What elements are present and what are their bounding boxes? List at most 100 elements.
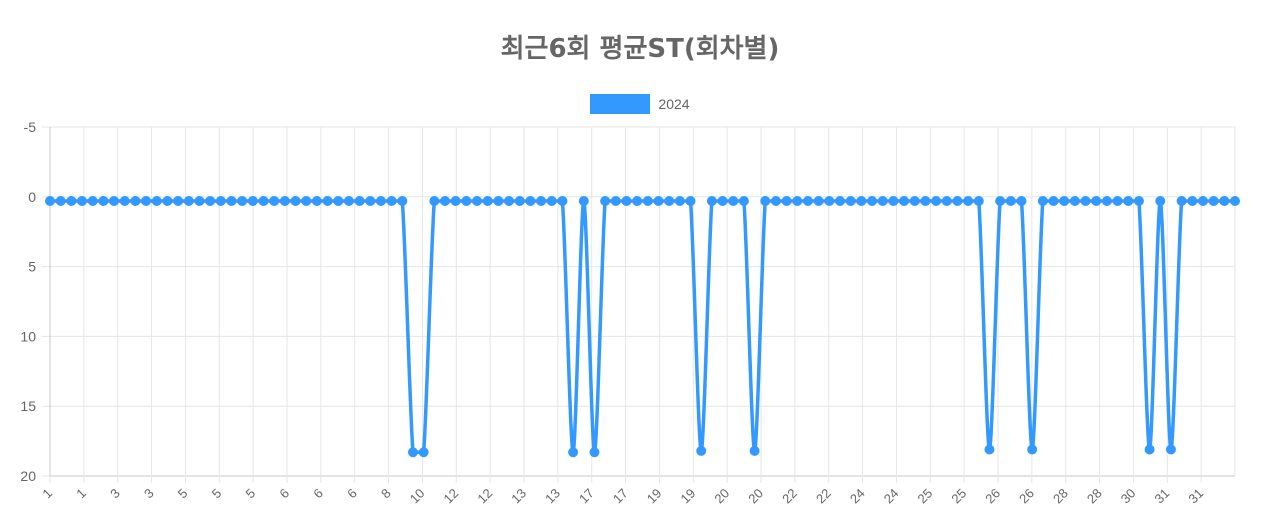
y-tick-label: -5 bbox=[24, 119, 37, 135]
data-point bbox=[365, 195, 376, 206]
data-point bbox=[322, 195, 333, 206]
data-point bbox=[835, 195, 845, 206]
x-tick-label: 6 bbox=[276, 486, 292, 502]
data-point bbox=[1016, 195, 1027, 206]
x-tick-label: 5 bbox=[243, 486, 259, 502]
y-tick-label: 5 bbox=[28, 259, 36, 275]
legend: 2024 bbox=[0, 94, 1280, 114]
data-point bbox=[215, 195, 226, 206]
data-point bbox=[738, 195, 749, 206]
data-point bbox=[194, 195, 205, 206]
x-tick-label: 17 bbox=[610, 486, 631, 507]
legend-swatch-2024[interactable] bbox=[590, 94, 651, 114]
data-point bbox=[1187, 195, 1198, 206]
data-point bbox=[568, 447, 579, 458]
data-point bbox=[1123, 195, 1134, 206]
x-tick-label: 28 bbox=[1084, 486, 1105, 507]
data-point bbox=[1080, 195, 1091, 206]
data-point bbox=[1155, 195, 1166, 206]
x-tick-label: 24 bbox=[881, 486, 902, 507]
x-tick-label: 1 bbox=[73, 486, 89, 502]
data-point bbox=[1165, 444, 1176, 455]
data-point bbox=[1048, 195, 1059, 206]
data-point bbox=[173, 195, 184, 206]
data-point bbox=[183, 195, 194, 206]
data-point bbox=[1101, 195, 1112, 206]
data-point bbox=[162, 195, 173, 206]
data-point bbox=[845, 195, 856, 206]
data-point bbox=[98, 195, 109, 206]
data-point bbox=[429, 195, 440, 206]
data-point bbox=[407, 447, 418, 458]
data-point bbox=[632, 195, 643, 206]
data-point bbox=[664, 195, 675, 206]
data-point bbox=[706, 195, 717, 206]
data-point bbox=[674, 195, 685, 206]
data-point bbox=[1037, 195, 1048, 206]
data-point bbox=[973, 195, 984, 206]
data-point bbox=[931, 195, 942, 206]
data-point bbox=[781, 195, 792, 206]
data-point bbox=[867, 195, 878, 206]
x-tick-label: 8 bbox=[378, 486, 394, 502]
data-point bbox=[226, 195, 237, 206]
data-point bbox=[536, 195, 547, 206]
data-point bbox=[450, 195, 461, 206]
data-point bbox=[1208, 195, 1219, 206]
data-point bbox=[45, 195, 55, 206]
data-point bbox=[472, 195, 483, 206]
data-point bbox=[941, 195, 952, 206]
data-point bbox=[717, 195, 728, 206]
data-point bbox=[802, 195, 813, 206]
x-tick-label: 3 bbox=[141, 486, 157, 502]
data-point bbox=[770, 195, 781, 206]
x-tick-label: 31 bbox=[1185, 486, 1206, 507]
data-point bbox=[130, 195, 141, 206]
data-point bbox=[856, 195, 867, 206]
data-point bbox=[514, 195, 525, 206]
x-tick-label: 24 bbox=[847, 486, 868, 507]
data-point bbox=[418, 447, 429, 458]
data-point bbox=[525, 195, 536, 206]
data-point bbox=[301, 195, 312, 206]
data-point bbox=[397, 195, 408, 206]
data-point bbox=[1219, 195, 1230, 206]
data-point bbox=[386, 195, 397, 206]
data-point bbox=[749, 445, 760, 456]
data-point bbox=[546, 195, 557, 206]
data-point bbox=[493, 195, 504, 206]
data-point bbox=[1027, 444, 1038, 455]
data-point bbox=[909, 195, 920, 206]
data-point bbox=[696, 445, 707, 456]
data-point bbox=[504, 195, 515, 206]
data-point bbox=[1059, 195, 1070, 206]
data-point bbox=[87, 195, 98, 206]
data-point bbox=[963, 195, 974, 206]
data-point bbox=[119, 195, 130, 206]
x-tick-label: 22 bbox=[813, 486, 834, 507]
x-tick-label: 5 bbox=[209, 486, 225, 502]
data-point bbox=[589, 447, 600, 458]
data-point bbox=[899, 195, 910, 206]
data-point bbox=[1091, 195, 1102, 206]
y-tick-label: 20 bbox=[20, 468, 36, 484]
data-point bbox=[237, 195, 248, 206]
data-point bbox=[1133, 195, 1144, 206]
data-point bbox=[279, 195, 290, 206]
data-point bbox=[1069, 195, 1080, 206]
data-point bbox=[685, 195, 696, 206]
data-point bbox=[557, 195, 568, 206]
x-tick-label: 25 bbox=[948, 486, 969, 507]
x-tick-label: 6 bbox=[310, 486, 326, 502]
x-tick-label: 5 bbox=[175, 486, 191, 502]
data-point bbox=[247, 195, 258, 206]
data-point bbox=[205, 195, 216, 206]
x-tick-label: 20 bbox=[711, 486, 732, 507]
x-tick-label: 20 bbox=[745, 486, 766, 507]
data-point bbox=[311, 195, 322, 206]
data-point bbox=[813, 195, 824, 206]
data-point bbox=[888, 195, 899, 206]
data-point bbox=[141, 195, 152, 206]
data-point bbox=[343, 195, 354, 206]
x-tick-label: 12 bbox=[441, 486, 462, 507]
